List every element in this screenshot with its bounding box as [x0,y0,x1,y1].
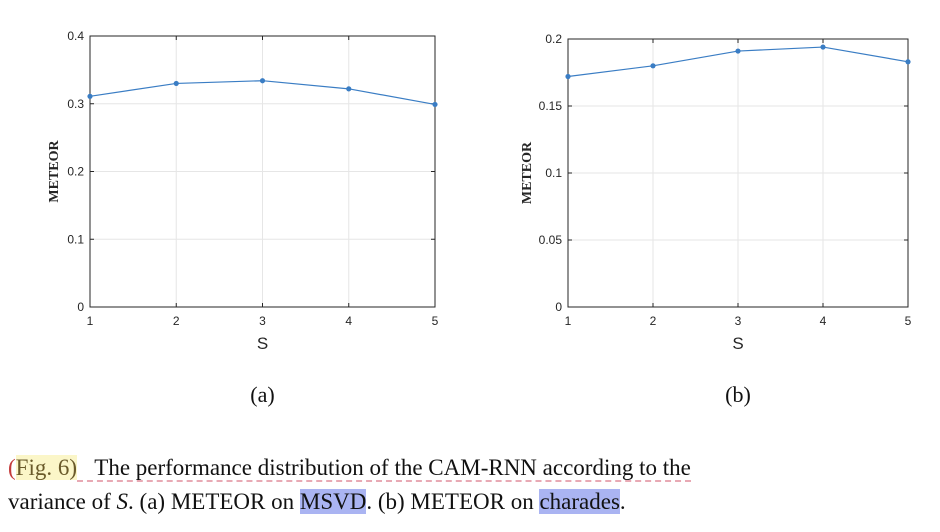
x-tick-label: 1 [565,314,572,328]
data-point [346,86,352,92]
x-tick-label: 5 [432,314,439,328]
caption-text-1: The performance distribution of the CAM-… [77,455,691,482]
x-tick-label: 3 [735,314,742,328]
chart-b: 0 0.05 0.1 0.15 0.2 1 2 3 4 5 S METEOR (b) [520,32,912,407]
data-point [259,78,266,84]
chart-a: 0 0.1 0.2 0.3 0.4 1 2 3 4 5 S METEOR (a) [47,29,439,407]
x-tick-label: 1 [87,314,94,328]
caption-line-1: (Fig. 6) The performance distribution of… [8,451,940,485]
y-axis-label: METEOR [47,140,62,203]
highlight-msvd[interactable]: MSVD [299,489,367,514]
figure-reference-link[interactable]: Fig. 6) [15,455,78,480]
caption-text-2a: variance of [8,489,117,514]
caption-variable-s: S [116,489,129,514]
x-tick-label: 3 [259,314,266,328]
data-point [820,44,826,50]
y-tick-label: 0 [555,300,562,314]
caption-paren: ( [8,455,16,480]
data-point [432,101,438,108]
y-tick-label: 0.1 [545,166,562,180]
subfigure-label: (a) [250,382,274,407]
x-tick-label: 4 [820,314,827,328]
y-tick-label: 0.2 [67,165,84,179]
y-tick-label: 0 [77,300,84,314]
x-tick-label: 2 [650,314,657,328]
highlight-charades[interactable]: charades [539,489,620,514]
y-tick-label: 0.05 [539,233,563,247]
caption-text-2d: . [619,489,626,514]
y-tick-label: 0.2 [545,32,562,46]
x-tick-label: 2 [173,314,180,328]
y-tick-label: 0.3 [67,97,84,111]
x-axis-label: S [732,334,743,353]
x-tick-label: 5 [905,314,912,328]
subfigure-label: (b) [725,382,751,407]
data-point [735,48,741,54]
x-axis-label: S [257,334,268,353]
y-tick-label: 0.1 [67,232,84,246]
data-point [87,93,93,99]
data-point [650,63,656,69]
caption-line-2: variance of S. (a) METEOR on MSVD. (b) M… [8,485,940,519]
figure-caption: (Fig. 6) The performance distribution of… [8,451,940,519]
caption-text-2b: . (a) METEOR on [128,489,300,514]
y-tick-label: 0.4 [67,29,84,43]
y-axis-label: METEOR [520,141,535,204]
caption-text-2c: . (b) METEOR on [366,489,540,514]
y-tick-label: 0.15 [539,99,563,113]
data-point [565,73,571,80]
data-point [905,59,911,65]
data-point [173,80,179,87]
x-tick-label: 4 [345,314,352,328]
